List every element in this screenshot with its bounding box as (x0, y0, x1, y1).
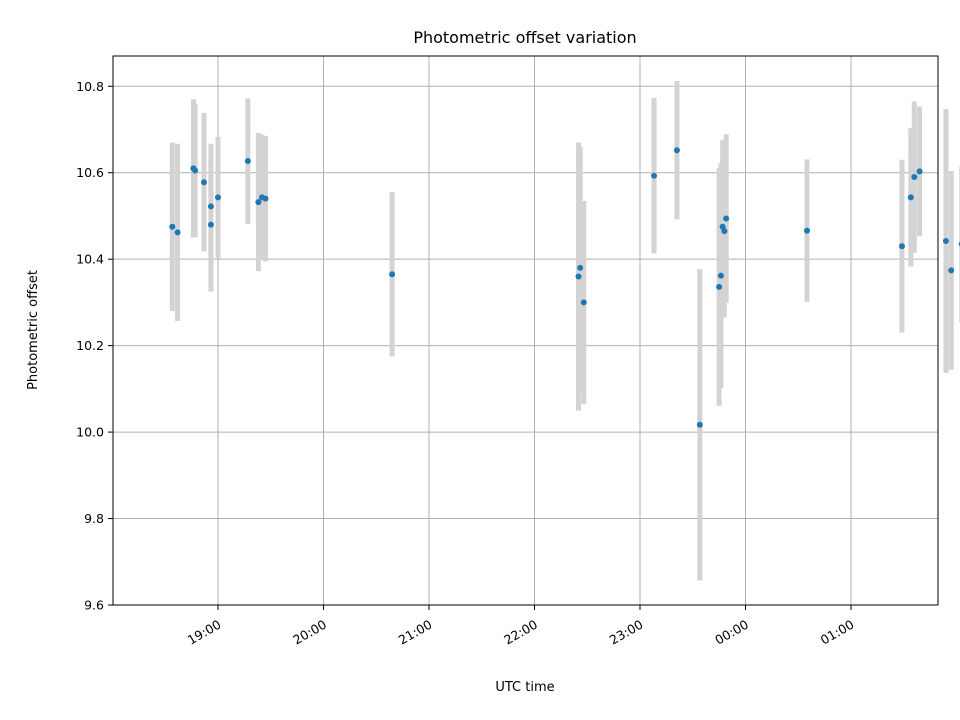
data-point (577, 264, 584, 271)
plot-area (113, 56, 938, 605)
data-point (244, 158, 251, 165)
x-axis-label: UTC time (495, 680, 554, 695)
data-point (717, 272, 724, 279)
data-point (169, 223, 176, 230)
data-point (389, 271, 396, 278)
y-tick-label: 10.2 (76, 338, 104, 353)
y-tick-label: 9.8 (84, 511, 104, 526)
y-tick-label: 10.0 (76, 425, 104, 440)
data-point (200, 179, 207, 186)
data-point (907, 194, 914, 201)
data-point (916, 168, 923, 175)
y-tick-label: 10.4 (76, 252, 104, 267)
data-point (192, 167, 199, 174)
data-point (723, 215, 730, 222)
data-point (716, 283, 723, 290)
y-tick-label: 10.8 (76, 79, 104, 94)
y-axis-ticks: 9.6 9.8 10.0 10.2 10.4 10.6 10.8 (76, 79, 113, 613)
data-point (207, 221, 214, 228)
y-tick-label: 9.6 (84, 598, 104, 613)
data-point (262, 195, 269, 202)
data-point (721, 228, 728, 235)
data-point (207, 203, 214, 210)
data-point (942, 238, 949, 245)
data-point (911, 174, 918, 181)
chart-title: Photometric offset variation (413, 28, 636, 47)
data-point (673, 147, 680, 154)
y-tick-label: 10.6 (76, 165, 104, 180)
data-points (169, 147, 960, 428)
data-point (255, 199, 262, 206)
data-point (651, 172, 658, 179)
data-point (174, 229, 181, 236)
data-point (575, 273, 582, 280)
data-point (898, 243, 905, 250)
data-point (215, 194, 221, 201)
data-point (696, 421, 703, 428)
data-point (580, 299, 587, 306)
data-point (948, 267, 955, 274)
axes-frame (112, 55, 939, 606)
data-point (804, 227, 811, 234)
y-axis-label: Photometric offset (26, 270, 41, 390)
